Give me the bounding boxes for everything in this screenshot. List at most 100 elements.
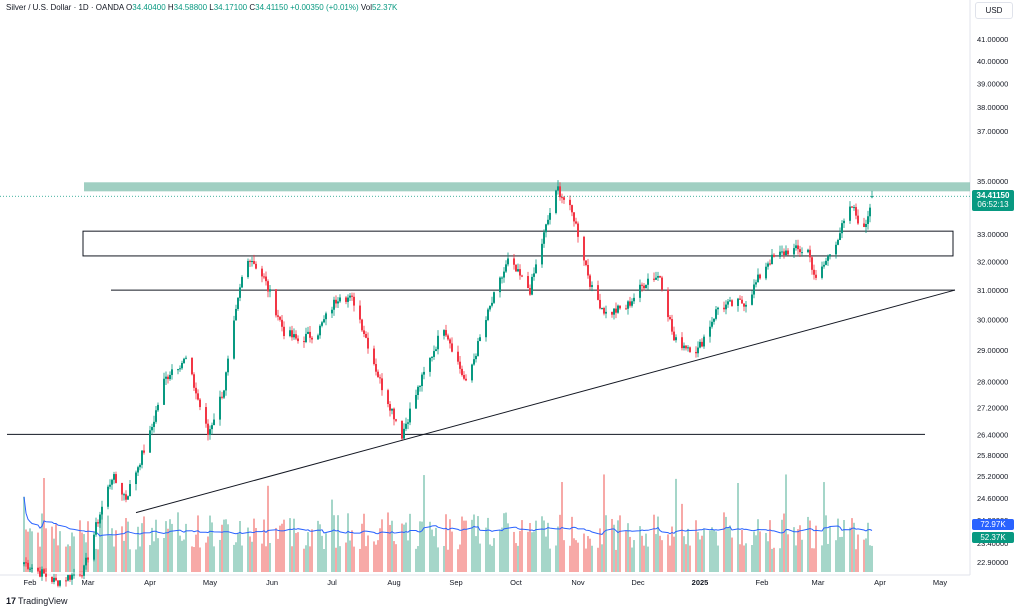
candle-body xyxy=(129,484,131,497)
candle-body xyxy=(81,575,83,577)
candle-body xyxy=(685,345,687,349)
volume-bar xyxy=(825,515,827,572)
candle-body xyxy=(233,320,235,359)
candle-body xyxy=(669,317,671,320)
volume-bar xyxy=(503,513,505,572)
candle-body xyxy=(813,269,815,275)
volume-bar xyxy=(169,519,171,572)
price-tick-label: 26.40000 xyxy=(977,430,1008,439)
open-value: 34.40400 xyxy=(132,3,166,12)
candle-body xyxy=(619,305,621,309)
candle-body xyxy=(275,289,277,316)
volume-bar xyxy=(835,540,837,572)
volume-bar xyxy=(797,529,799,572)
volume-bar xyxy=(779,548,781,572)
candle-body xyxy=(625,308,627,310)
candle-body xyxy=(549,212,551,220)
candle-body xyxy=(197,393,199,400)
candle-body xyxy=(317,335,319,340)
volume-bar xyxy=(827,543,829,572)
candle-body xyxy=(53,577,55,582)
volume-bar xyxy=(711,527,713,572)
volume-bar xyxy=(871,545,873,572)
volume-bar xyxy=(655,534,657,572)
candle-body xyxy=(485,320,487,338)
volume-bar xyxy=(365,546,367,572)
volume-bar xyxy=(829,526,831,572)
candle-body xyxy=(459,361,461,369)
volume-bar xyxy=(709,530,711,572)
candle-body xyxy=(29,568,31,570)
candle-body xyxy=(97,522,99,524)
volume-bar xyxy=(367,535,369,572)
candle-body xyxy=(699,341,701,348)
volume-bar xyxy=(235,542,237,572)
candle-body xyxy=(37,567,39,571)
volume-bar xyxy=(457,549,459,572)
time-tick-label: Sep xyxy=(449,578,462,587)
candle-body xyxy=(689,347,691,352)
volume-bar xyxy=(555,545,557,572)
volume-bar xyxy=(863,539,865,572)
candle-body xyxy=(591,285,593,287)
volume-bar xyxy=(151,527,153,572)
candle-body xyxy=(499,277,501,293)
volume-bar xyxy=(401,523,403,572)
candle-body xyxy=(783,251,785,256)
volume-bar xyxy=(475,536,477,572)
candle-body xyxy=(297,338,299,342)
price-tick-label: 35.00000 xyxy=(977,177,1008,186)
volume-bar xyxy=(757,519,759,572)
volume-bar xyxy=(295,533,297,572)
volume-bar xyxy=(261,543,263,572)
volume-bar xyxy=(601,544,603,572)
candle-body xyxy=(65,580,67,582)
candle-body xyxy=(865,223,867,227)
volume-bar xyxy=(573,538,575,572)
volume-bar xyxy=(605,515,607,572)
price-tick-label: 33.00000 xyxy=(977,230,1008,239)
candle-body xyxy=(633,297,635,302)
candle-body xyxy=(807,249,809,253)
volume-bar xyxy=(157,538,159,572)
volume-bar xyxy=(269,542,271,572)
candle-body xyxy=(293,334,295,338)
candle-body xyxy=(351,295,353,297)
candle-body xyxy=(717,307,719,310)
volume-bar xyxy=(31,531,33,572)
currency-button[interactable]: USD xyxy=(975,2,1013,19)
volume-bar xyxy=(629,536,631,572)
volume-bar xyxy=(543,520,545,572)
candle-body xyxy=(517,269,519,272)
volume-bar xyxy=(599,528,601,572)
candle-body xyxy=(339,297,341,302)
volume-bar xyxy=(207,536,209,572)
volume-bar xyxy=(193,547,195,572)
volume-bar xyxy=(381,519,383,572)
volume-bar xyxy=(111,528,113,572)
candle-body xyxy=(39,570,41,577)
candle-body xyxy=(801,252,803,254)
candle-body xyxy=(359,305,361,320)
candle-body xyxy=(769,263,771,265)
candle-body xyxy=(363,330,365,334)
candle-body xyxy=(667,289,669,318)
volume-bar xyxy=(783,513,785,572)
volume-bar xyxy=(53,538,55,572)
volume-bar xyxy=(473,514,475,572)
volume-bar xyxy=(491,545,493,572)
candle-body xyxy=(755,282,757,285)
candle-body xyxy=(25,562,27,564)
volume-bar xyxy=(653,514,655,572)
candle-body xyxy=(387,390,389,405)
volume-bar xyxy=(303,548,305,572)
candle-body xyxy=(95,522,97,535)
tradingview-logo[interactable]: 17 TradingView xyxy=(6,596,68,606)
candle-body xyxy=(657,276,659,278)
volume-bar xyxy=(597,547,599,572)
price-tick-label: 30.00000 xyxy=(977,316,1008,325)
candle-body xyxy=(401,420,403,439)
candle-body xyxy=(239,287,241,298)
